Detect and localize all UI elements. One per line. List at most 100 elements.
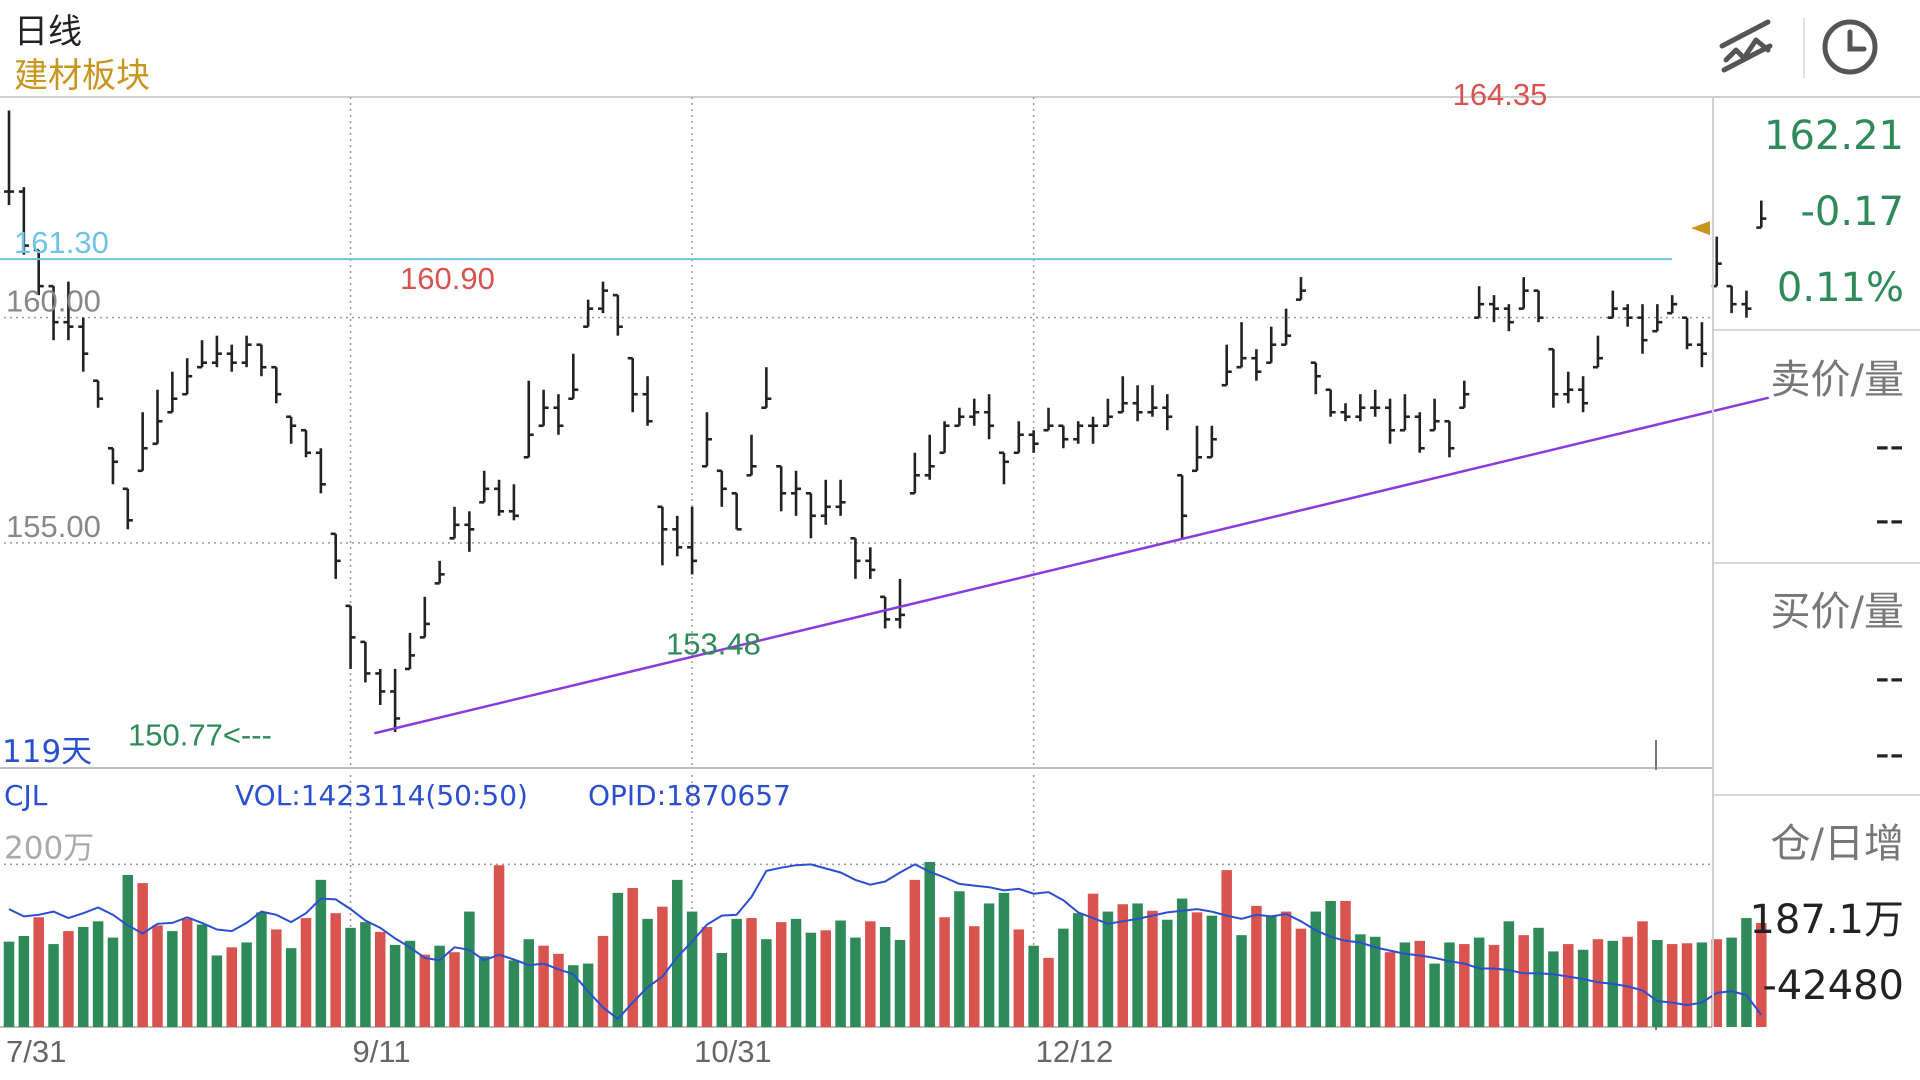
volume-bar bbox=[1251, 905, 1262, 1027]
volume-bar bbox=[1013, 929, 1025, 1027]
volume-bar bbox=[360, 922, 371, 1027]
volume-bar bbox=[1429, 963, 1440, 1027]
volume-bar bbox=[746, 918, 757, 1027]
volume-bar bbox=[1221, 870, 1232, 1027]
volume-bar bbox=[954, 891, 965, 1027]
volume-bar bbox=[3, 941, 15, 1027]
volume-bar bbox=[434, 945, 445, 1027]
y-tick-label: 160.00 bbox=[6, 284, 101, 319]
volume-bar bbox=[553, 953, 564, 1027]
instrument-name: 建材板块 bbox=[14, 56, 150, 96]
volume-bar bbox=[805, 932, 817, 1027]
price-annotation: 150.77<--- bbox=[128, 717, 272, 752]
support-trend-line bbox=[373, 396, 1770, 735]
volume-bar bbox=[761, 939, 772, 1027]
volume-bar bbox=[181, 918, 193, 1027]
current-price-marker bbox=[1691, 221, 1710, 236]
open-interest-value: 187.1万 bbox=[1749, 897, 1904, 943]
volume-bar bbox=[1325, 901, 1336, 1027]
volume-tick-label: 200万 bbox=[4, 830, 94, 866]
volume-bar bbox=[523, 939, 534, 1027]
volume-bar bbox=[1384, 952, 1396, 1027]
toolbar-divider bbox=[1803, 18, 1805, 78]
volume-bar bbox=[1459, 944, 1470, 1027]
volume-bar bbox=[865, 921, 876, 1027]
volume-bar bbox=[256, 912, 267, 1027]
volume-bar bbox=[1028, 945, 1039, 1027]
volume-bar bbox=[478, 956, 490, 1027]
day-count-label: 119天 bbox=[2, 734, 92, 770]
volume-bar bbox=[419, 954, 431, 1027]
volume-bar bbox=[1533, 927, 1544, 1027]
volume-bar bbox=[404, 940, 416, 1027]
price-change: -0.17 bbox=[1800, 189, 1905, 235]
volume-bar bbox=[1043, 957, 1054, 1027]
volume-bar bbox=[464, 911, 475, 1027]
x-tick-label: 7/31 bbox=[6, 1034, 66, 1069]
volume-bar bbox=[1563, 944, 1574, 1027]
volume-bar bbox=[983, 903, 995, 1027]
volume-bar bbox=[1518, 935, 1529, 1027]
indicator-name: CJL bbox=[4, 779, 48, 812]
volume-bar bbox=[1117, 904, 1128, 1027]
volume-bar bbox=[879, 927, 891, 1027]
volume-bar bbox=[1058, 928, 1069, 1027]
volume-bar bbox=[167, 931, 178, 1027]
price-annotation: 153.48 bbox=[666, 626, 761, 661]
price-annotation: 164.35 bbox=[1453, 77, 1548, 112]
volume-bar bbox=[1369, 936, 1381, 1027]
volume-bar bbox=[1072, 913, 1084, 1027]
volume-bar bbox=[226, 947, 237, 1027]
opid-line bbox=[8, 863, 1763, 1021]
volume-bar bbox=[924, 861, 935, 1027]
volume-bar bbox=[211, 955, 223, 1027]
y-tick-label: 155.00 bbox=[6, 509, 101, 544]
x-tick-label: 10/31 bbox=[694, 1034, 772, 1069]
volume-bar bbox=[196, 924, 208, 1027]
volume-bar bbox=[909, 879, 921, 1027]
volume-bar bbox=[1147, 910, 1158, 1027]
volume-bar bbox=[1444, 942, 1455, 1027]
volume-bar bbox=[33, 917, 44, 1027]
volume-bar bbox=[315, 879, 327, 1027]
volume-bar bbox=[657, 906, 668, 1027]
volume-bars bbox=[3, 861, 1767, 1027]
volume-bar bbox=[300, 918, 312, 1027]
volume-bar bbox=[1340, 901, 1351, 1027]
price-annotation: 161.30 bbox=[14, 225, 109, 260]
volume-bar bbox=[1295, 928, 1307, 1027]
volume-bar bbox=[1652, 940, 1663, 1027]
volume-bar bbox=[1622, 936, 1633, 1027]
ask-label: 卖价/量 bbox=[1770, 357, 1904, 403]
panel-divider bbox=[1714, 794, 1920, 796]
volume-value-label: VOL:1423114(50:50) bbox=[235, 779, 528, 812]
volume-bar bbox=[701, 927, 713, 1027]
period-title: 日线 bbox=[14, 12, 82, 52]
volume-bar bbox=[78, 927, 89, 1027]
volume-bar bbox=[1176, 898, 1188, 1027]
history-button[interactable] bbox=[1815, 12, 1885, 82]
clock-icon bbox=[1822, 19, 1878, 75]
volume-bar bbox=[582, 963, 594, 1027]
opid-value-label: OPID:1870657 bbox=[588, 779, 791, 812]
volume-bar bbox=[1666, 944, 1678, 1027]
volume-bar bbox=[1503, 921, 1515, 1027]
bid-quantity: -- bbox=[1875, 731, 1904, 777]
volume-bar bbox=[939, 917, 950, 1027]
volume-bar bbox=[672, 879, 683, 1027]
volume-bar bbox=[493, 865, 505, 1027]
drawing-tool-button[interactable] bbox=[1712, 12, 1782, 82]
chart-labels: 160.00 155.00 200万 7/31 9/11 10/31 12/12 164.35… bbox=[2, 77, 1710, 1069]
volume-bar bbox=[775, 922, 787, 1027]
quote-panel: 162.21 -0.17 0.11% 卖价/量 -- -- 买价/量 -- --… bbox=[1712, 97, 1920, 1027]
volume-bar bbox=[1102, 911, 1114, 1027]
volume-bar bbox=[1637, 921, 1648, 1027]
volume-bar bbox=[1206, 915, 1218, 1027]
volume-bar bbox=[1681, 943, 1693, 1027]
volume-bar bbox=[152, 925, 163, 1027]
volume-bar bbox=[1355, 934, 1366, 1027]
ohlc-bars bbox=[4, 110, 1767, 732]
volume-bar bbox=[1548, 951, 1559, 1027]
panel-divider bbox=[1714, 562, 1920, 564]
